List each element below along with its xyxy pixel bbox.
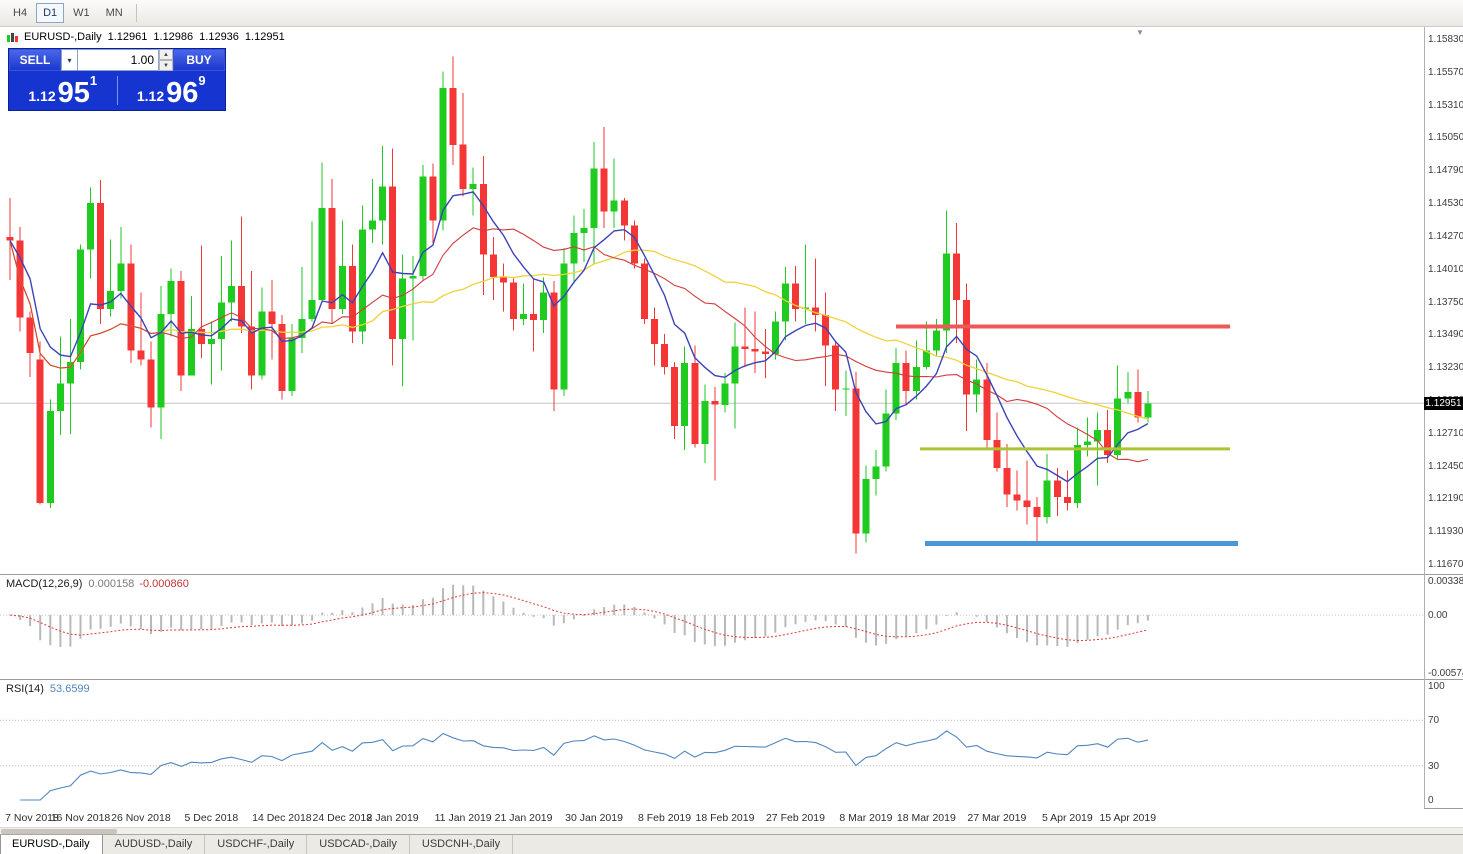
- stepper-down-icon[interactable]: ▼: [159, 60, 173, 71]
- price-axis-label: 1.11930: [1428, 526, 1463, 538]
- price-axis-label: 1.13750: [1428, 296, 1463, 308]
- macd-indicator-chart[interactable]: [0, 575, 1424, 679]
- macd-axis-label: 0.003386: [1428, 576, 1463, 587]
- macd-title: MACD(12,26,9): [6, 578, 83, 590]
- chart-shift-marker-icon: ▼: [1136, 28, 1144, 37]
- rsi-indicator-chart[interactable]: [0, 680, 1424, 808]
- current-price-badge: 1.12951: [1424, 396, 1463, 410]
- date-label: 18 Mar 2019: [896, 812, 956, 824]
- chart-icon: [7, 32, 18, 42]
- price-axis-label: 1.12190: [1428, 493, 1463, 505]
- sell-price[interactable]: 1.12 95 1: [9, 71, 117, 110]
- date-label: 5 Apr 2019: [1041, 812, 1093, 824]
- date-label: 27 Feb 2019: [765, 812, 825, 824]
- horizontal-scrollbar[interactable]: [0, 827, 1463, 835]
- stepper-up-icon[interactable]: ▲: [159, 49, 173, 60]
- panel-separator[interactable]: [0, 679, 1463, 680]
- rsi-axis-label: 100: [1428, 681, 1445, 692]
- symbol-info: EURUSD-,Daily 1.12961 1.12986 1.12936 1.…: [7, 31, 285, 43]
- bar-close: 1.12951: [244, 31, 285, 43]
- timeframe-h4-button[interactable]: H4: [6, 3, 34, 23]
- date-label: 30 Jan 2019: [565, 812, 623, 824]
- macd-axis-label: 0.00: [1428, 610, 1448, 622]
- buy-price-pip: 9: [198, 73, 206, 88]
- price-chart[interactable]: [0, 27, 1424, 574]
- date-label: 15 Apr 2019: [1099, 812, 1157, 824]
- tab-usdchf[interactable]: USDCHF-,Daily: [205, 835, 308, 854]
- chart-tab-bar: EURUSD-,Daily AUDUSD-,Daily USDCHF-,Dail…: [0, 834, 1463, 854]
- macd-signal-value: -0.000860: [139, 578, 189, 590]
- price-axis-label: 1.14530: [1428, 198, 1463, 210]
- sell-button[interactable]: SELL: [9, 49, 61, 71]
- sell-price-prefix: 1.12: [28, 88, 56, 104]
- price-axis-label: 1.13490: [1428, 329, 1463, 341]
- date-label: 5 Dec 2018: [184, 812, 239, 824]
- price-axis-label: 1.13230: [1428, 362, 1463, 374]
- tab-audusd[interactable]: AUDUSD-,Daily: [103, 835, 206, 854]
- horizontal-scrollbar-thumb[interactable]: [1, 829, 117, 834]
- buy-price-main: 96: [166, 77, 199, 110]
- tab-usdcnh[interactable]: USDCNH-,Daily: [410, 835, 514, 854]
- volume-stepper: ▲ ▼: [159, 49, 173, 71]
- chevron-down-icon: ▾: [67, 55, 72, 65]
- price-axis-label: 1.12710: [1428, 427, 1463, 439]
- price-axis-label: 1.14010: [1428, 263, 1463, 275]
- rsi-title: RSI(14): [6, 683, 44, 695]
- timeframe-toolbar: H4 D1 W1 MN: [0, 0, 1463, 27]
- price-axis-label: 1.14270: [1428, 230, 1463, 242]
- tab-usdcad[interactable]: USDCAD-,Daily: [307, 835, 410, 854]
- buy-price[interactable]: 1.12 96 9: [118, 71, 226, 110]
- price-axis-label: 1.12450: [1428, 460, 1463, 472]
- date-label: 21 Jan 2019: [494, 812, 553, 824]
- price-axis-label: 1.14790: [1428, 165, 1463, 177]
- bar-high: 1.12986: [153, 31, 194, 43]
- date-axis[interactable]: 7 Nov 2018 16 Nov 2018 26 Nov 2018 5 Dec 20…: [0, 808, 1424, 827]
- price-axis-label: 1.15830: [1428, 34, 1463, 45]
- price-axis-label: 1.15050: [1428, 132, 1463, 144]
- bar-low: 1.12936: [199, 31, 239, 43]
- volume-dropdown-button[interactable]: ▾: [61, 49, 78, 71]
- macd-axis-label: -0.00574: [1428, 668, 1463, 679]
- tab-eurusd[interactable]: EURUSD-,Daily: [0, 835, 103, 854]
- date-label: 16 Nov 2018: [50, 812, 111, 824]
- price-divider: [116, 76, 118, 105]
- date-label: 14 Dec 2018: [252, 812, 312, 824]
- panel-separator[interactable]: [0, 574, 1463, 575]
- rsi-axis-label: 70: [1428, 715, 1440, 727]
- bar-open: 1.12961: [107, 31, 148, 43]
- buy-button[interactable]: BUY: [173, 49, 225, 71]
- rsi-axis-label: 0: [1428, 795, 1434, 806]
- price-axis-label: 1.15570: [1428, 66, 1463, 78]
- price-axis-label: 1.15310: [1428, 99, 1463, 111]
- one-click-trading-panel: SELL ▾ ▲ ▼ BUY 1.12 95 1 1.12 96 9: [8, 48, 226, 111]
- date-label: 18 Feb 2019: [695, 812, 755, 824]
- date-label: 2 Jan 2019: [366, 812, 419, 824]
- macd-value: 0.000158: [88, 578, 135, 590]
- date-label: 11 Jan 2019: [434, 812, 492, 824]
- timeframe-d1-button[interactable]: D1: [36, 3, 65, 23]
- timeframe-mn-button[interactable]: MN: [99, 3, 130, 23]
- date-label: 24 Dec 2018: [312, 812, 373, 824]
- rsi-axis-label: 30: [1428, 760, 1440, 772]
- date-label: 27 Mar 2019: [967, 812, 1027, 824]
- rsi-label: RSI(14) 53.6599: [6, 683, 90, 695]
- sell-price-pip: 1: [89, 73, 98, 88]
- date-label: 26 Nov 2018: [111, 812, 171, 824]
- date-label: 8 Mar 2019: [839, 812, 893, 824]
- buy-price-prefix: 1.12: [136, 88, 165, 104]
- symbol-name: EURUSD-,Daily: [24, 31, 102, 43]
- volume-input[interactable]: [78, 49, 159, 71]
- macd-label: MACD(12,26,9) 0.000158 -0.000860: [6, 578, 189, 590]
- rsi-value: 53.6599: [49, 683, 90, 695]
- toolbar-separator: [135, 4, 137, 22]
- date-label: 8 Feb 2019: [637, 812, 692, 824]
- timeframe-w1-button[interactable]: W1: [66, 3, 97, 23]
- price-axis-label: 1.11670: [1428, 559, 1463, 570]
- date-label: 7 Nov 2018: [5, 812, 59, 824]
- price-axis-border: [1424, 27, 1425, 808]
- sell-price-main: 95: [57, 77, 90, 110]
